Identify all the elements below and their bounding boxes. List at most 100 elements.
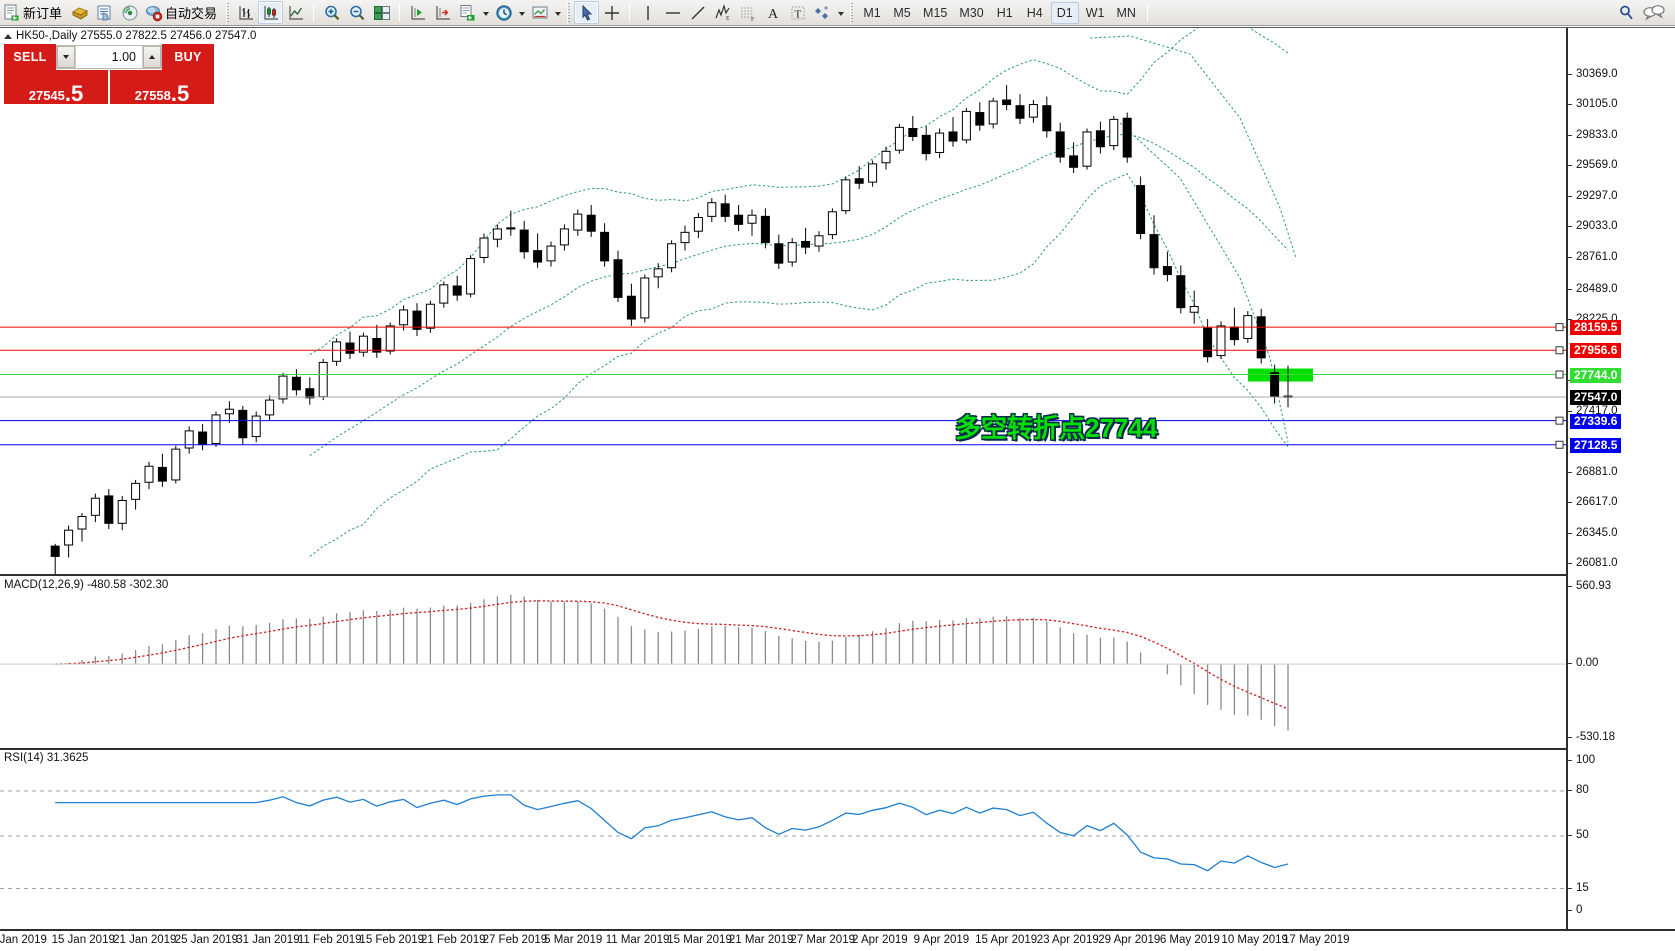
trade-panel-prices: 27545 .5 27558 .5 xyxy=(4,70,214,106)
bar-chart-icon[interactable] xyxy=(233,1,258,24)
rsi-indicator-chart xyxy=(0,790,1566,889)
crosshair-icon[interactable] xyxy=(599,1,624,24)
time-axis-label: 25 Jan 2019 xyxy=(174,934,239,946)
auto-scroll-icon[interactable] xyxy=(430,1,455,24)
chart-area[interactable]: HK50-,Daily 27555.0 27822.5 27456.0 2754… xyxy=(0,27,1675,951)
sell-price-decimal: .5 xyxy=(64,81,84,106)
time-axis-label: 21 Mar 2019 xyxy=(728,934,794,946)
time-axis-label: 10 May 2019 xyxy=(1221,934,1288,946)
zoom-out-icon[interactable] xyxy=(344,1,369,24)
toolbar-separator xyxy=(226,2,230,23)
shapes-icon[interactable] xyxy=(810,1,835,24)
indicators-icon[interactable] xyxy=(455,1,480,24)
toolbar-divider xyxy=(313,3,315,22)
timeframe-m30[interactable]: M30 xyxy=(959,5,984,20)
timeframe-w1[interactable]: W1 xyxy=(1085,5,1105,20)
timeframe-m1[interactable]: M1 xyxy=(863,5,881,20)
timeframe-m15[interactable]: M15 xyxy=(923,5,948,20)
sell-button[interactable]: SELL xyxy=(4,44,56,70)
price-axis-tick: 26617.0 xyxy=(1568,496,1618,508)
volume-decrement-button[interactable] xyxy=(57,46,75,68)
vertical-line-icon[interactable] xyxy=(635,1,660,24)
tile-windows-icon[interactable] xyxy=(369,1,394,24)
new-order-icon xyxy=(3,4,21,22)
timeframe-h1[interactable]: H1 xyxy=(996,5,1013,20)
time-axis-label: 15 Feb 2019 xyxy=(359,934,425,946)
time-axis-label: 27 Feb 2019 xyxy=(482,934,548,946)
buy-button[interactable]: BUY xyxy=(162,44,214,70)
price-axis-tick: 29833.0 xyxy=(1568,129,1618,141)
price-level-tag-current-price[interactable]: 27547.0 xyxy=(1570,390,1622,405)
price-axis-tick: 30105.0 xyxy=(1568,98,1618,110)
volume-stepper[interactable]: 1.00 xyxy=(56,45,162,69)
price-axis-tick: 26345.0 xyxy=(1568,527,1618,539)
trendline-icon[interactable] xyxy=(685,1,710,24)
price-level-tag-resistance[interactable]: 27956.6 xyxy=(1570,343,1622,359)
macd-pane[interactable] xyxy=(0,578,1566,750)
period-dropdown-arrow-icon[interactable] xyxy=(516,2,527,24)
one-click-trading-panel[interactable]: SELL 1.00 BUY 27545 .5 27558 .5 xyxy=(4,44,214,106)
auto-trading-button[interactable]: 自动交易 xyxy=(142,1,222,25)
toolbar-divider-3 xyxy=(629,3,631,22)
rsi-axis-tick: 100 xyxy=(1568,754,1595,766)
time-axis-label: 15 Mar 2019 xyxy=(667,934,732,946)
time-axis-label: 29 Apr 2019 xyxy=(1098,934,1161,946)
indicators-dropdown-arrow-icon[interactable] xyxy=(480,2,491,24)
chat-icon[interactable] xyxy=(1643,4,1665,21)
rsi-pane[interactable] xyxy=(0,751,1566,929)
trade-panel-controls: SELL 1.00 BUY xyxy=(4,44,214,70)
price-axis-tick: 29569.0 xyxy=(1568,159,1618,171)
collapse-triangle-icon[interactable] xyxy=(4,33,12,39)
price-level-tag-resistance[interactable]: 28159.5 xyxy=(1570,320,1622,336)
new-order-label: 新订单 xyxy=(23,6,63,21)
time-axis-label: 9 Jan 2019 xyxy=(0,934,47,946)
timeframe-mn[interactable]: MN xyxy=(1116,5,1136,20)
period-icon[interactable] xyxy=(491,1,516,24)
shift-end-icon[interactable] xyxy=(405,1,430,24)
pane-divider-1 xyxy=(0,574,1566,576)
chart-annotation-text[interactable]: 多空转折点27744 xyxy=(955,413,1158,444)
timeframe-m5[interactable]: M5 xyxy=(893,5,911,20)
search-icon[interactable] xyxy=(1618,4,1635,21)
new-order-button[interactable]: 新订单 xyxy=(0,1,67,25)
price-scale[interactable]: 30369.0 30105.0 29833.0 29569.0 29297.0 29033… xyxy=(1566,28,1675,929)
price-level-tag-support[interactable]: 27128.5 xyxy=(1570,437,1622,453)
volume-input[interactable]: 1.00 xyxy=(75,46,143,68)
signals-icon[interactable] xyxy=(117,1,142,24)
price-axis-tick: 28489.0 xyxy=(1568,283,1618,295)
templates-dropdown-arrow-icon[interactable] xyxy=(552,2,563,24)
rsi-title: RSI(14) 31.3625 xyxy=(4,752,89,764)
price-pane[interactable] xyxy=(0,28,1566,574)
svg-text:E: E xyxy=(726,16,730,22)
volume-increment-button[interactable] xyxy=(143,46,161,68)
symbol-ohlc-label: HK50-,Daily 27555.0 27822.5 27456.0 2754… xyxy=(16,30,257,42)
expert-advisor-icon[interactable] xyxy=(67,1,92,24)
rsi-axis-tick: 50 xyxy=(1568,829,1589,841)
shapes-dropdown-arrow-icon[interactable] xyxy=(835,2,846,24)
text-label-icon[interactable]: T xyxy=(785,1,810,24)
toolbar-divider-4 xyxy=(1146,3,1148,22)
zoom-in-icon[interactable] xyxy=(319,1,344,24)
cursor-icon[interactable] xyxy=(574,1,600,24)
macd-axis-tick: -530.18 xyxy=(1568,731,1615,743)
price-axis-tick: 29033.0 xyxy=(1568,220,1618,232)
price-level-tag-pivot[interactable]: 27744.0 xyxy=(1570,367,1622,383)
time-axis-label: 23 Apr 2019 xyxy=(1036,934,1099,946)
price-axis-tick: 28761.0 xyxy=(1568,251,1618,263)
toolbar-separator-2 xyxy=(567,2,571,23)
candlestick-chart-icon[interactable] xyxy=(258,1,284,24)
timeframe-h4[interactable]: H4 xyxy=(1026,5,1043,20)
elliott-wave-icon[interactable]: E xyxy=(710,1,735,24)
text-icon[interactable]: A xyxy=(760,1,785,24)
horizontal-line-icon[interactable] xyxy=(660,1,685,24)
fibonacci-icon[interactable]: F xyxy=(735,1,760,24)
buy-price[interactable]: 27558 .5 xyxy=(110,70,214,105)
templates-icon[interactable] xyxy=(527,1,552,24)
line-chart-icon[interactable] xyxy=(283,1,308,24)
data-window-icon[interactable] xyxy=(92,1,117,24)
sell-price[interactable]: 27545 .5 xyxy=(4,70,108,106)
price-level-tag-support[interactable]: 27339.6 xyxy=(1570,413,1622,429)
timeframe-d1[interactable]: D1 xyxy=(1050,1,1079,24)
